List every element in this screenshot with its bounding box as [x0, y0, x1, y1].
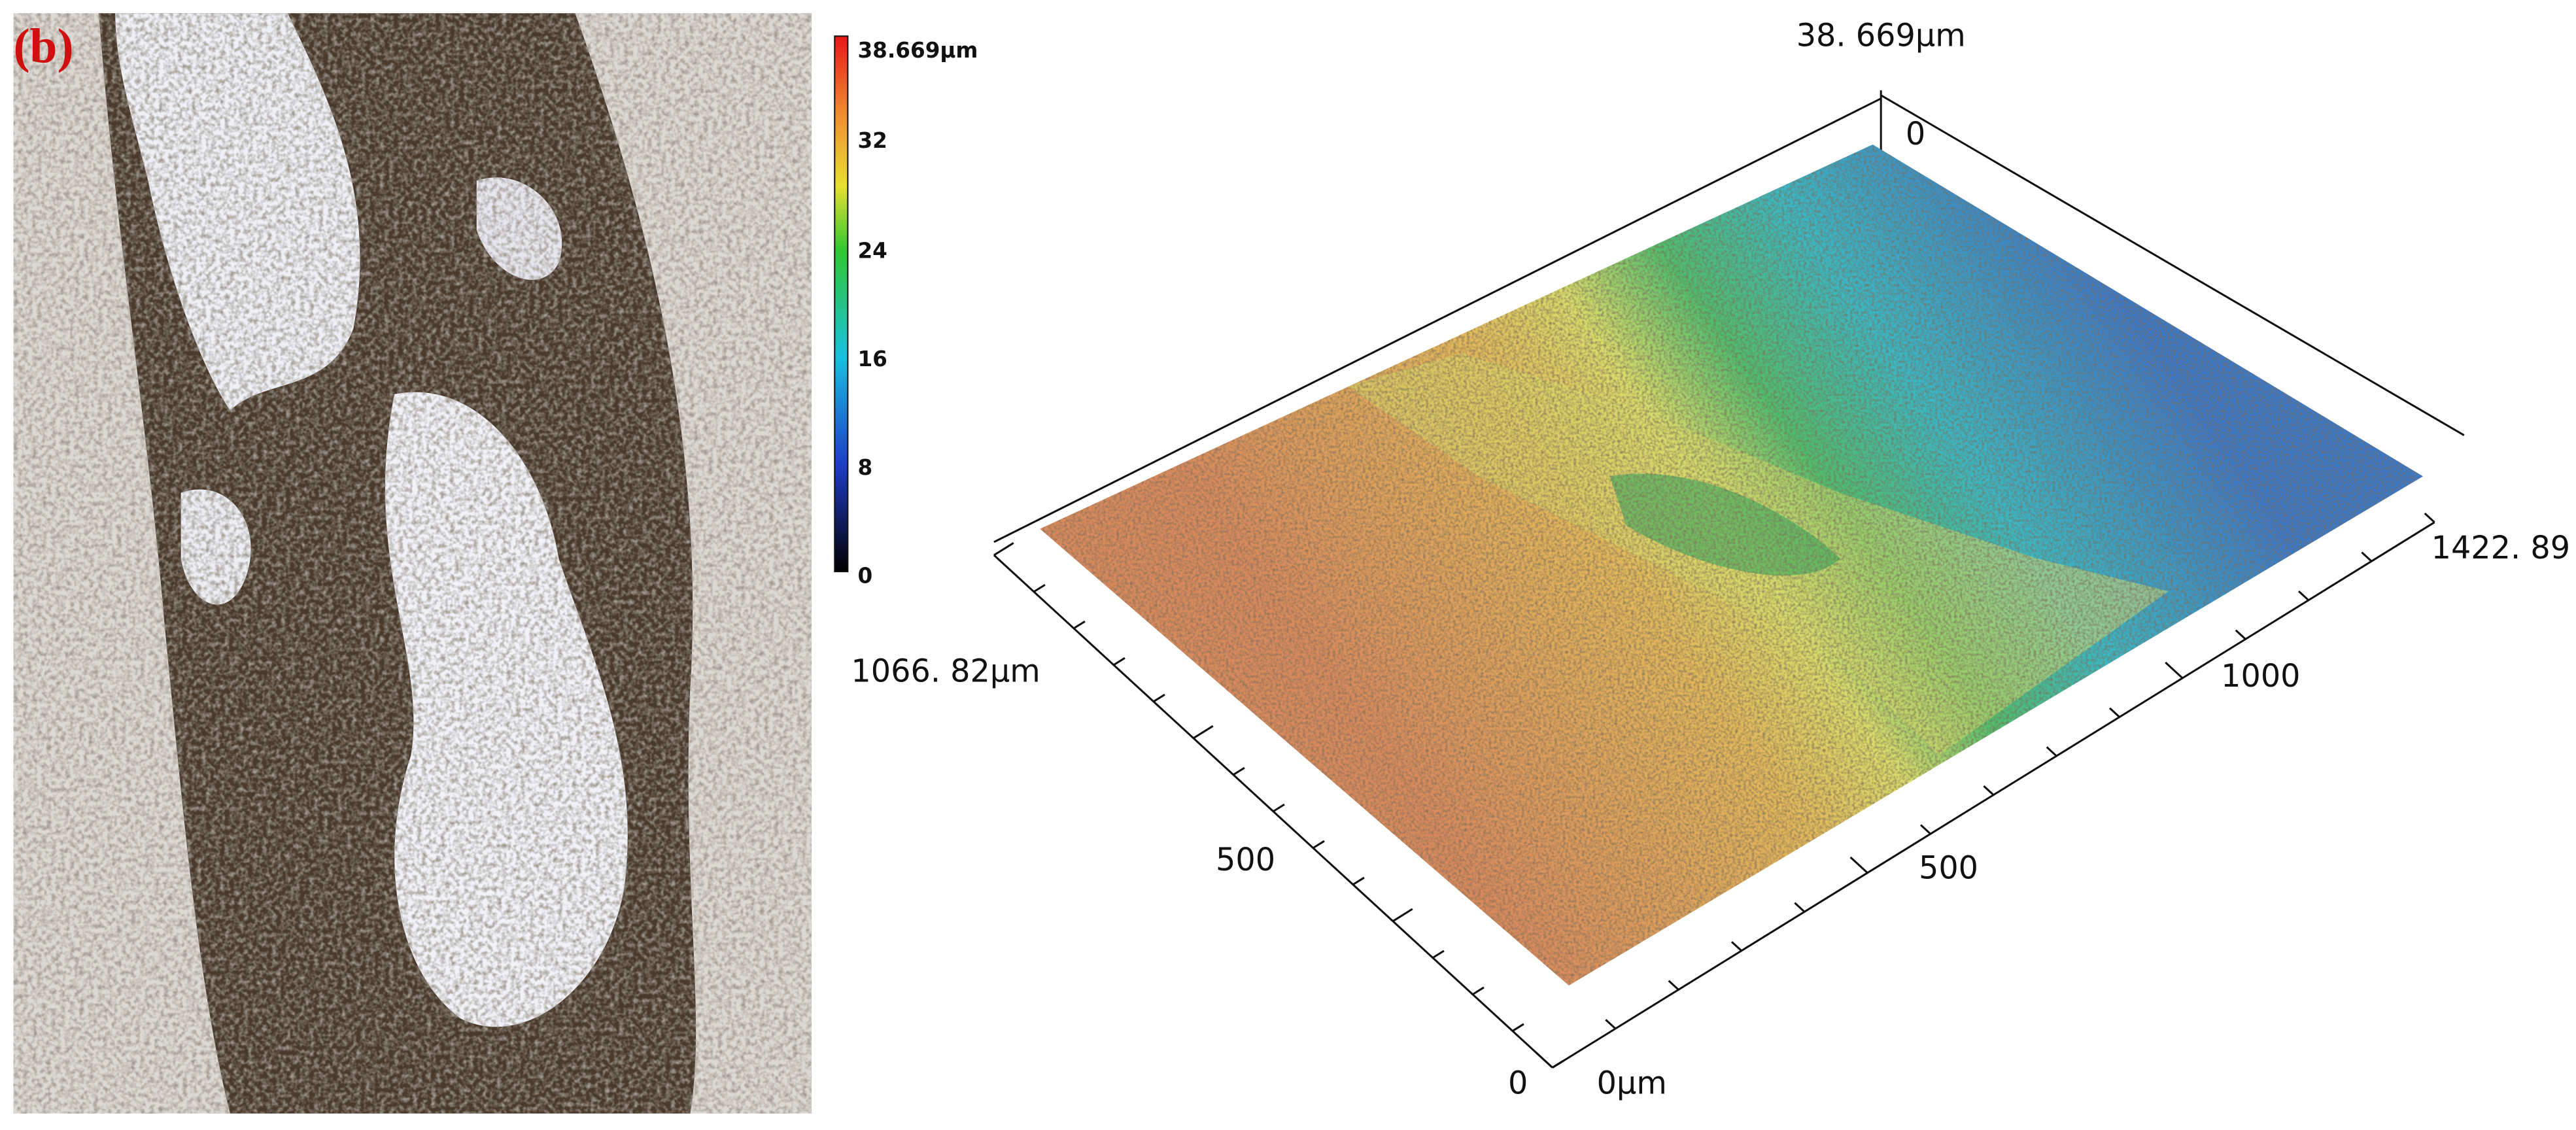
colorbar-tick-label: 8 [857, 455, 872, 480]
colorbar-tick-label: 24 [857, 238, 887, 263]
y-axis-end-label: 1066. 82μm [851, 653, 1040, 689]
tick-mark [1534, 1051, 1553, 1069]
tick-mark [1033, 583, 1046, 593]
colorbar-tick-label: 0 [857, 564, 872, 589]
tick-mark [1668, 980, 1679, 991]
z-max-label: 38. 669μm [1796, 18, 1966, 54]
tick-mark [1983, 785, 1995, 796]
y-axis-tick-label: 0 [1508, 1066, 1528, 1102]
x-axis-tick-label: 500 [1919, 851, 1978, 887]
tick-mark [1552, 1059, 1564, 1069]
axes [993, 512, 2435, 1069]
colorbar-tick-label: 32 [857, 128, 887, 153]
micrograph [13, 13, 812, 1114]
tick-mark [1273, 803, 1285, 813]
surface-texture [1040, 145, 2424, 985]
x-axis-origin-label: 0μm [1597, 1066, 1667, 1102]
tick-mark [1849, 856, 1868, 874]
colorbar-tick-label: 38.669μm [857, 38, 978, 63]
tick-mark [2361, 551, 2373, 562]
tick-mark [2165, 661, 2184, 679]
x-axis-end-label: 1422. 89 [2431, 530, 2571, 566]
tick-mark [1073, 620, 1086, 630]
y-axis-tick-label: 500 [1216, 842, 1275, 878]
tick-mark [1512, 1023, 1524, 1032]
tick-mark [993, 542, 1014, 556]
tick-mark [1432, 950, 1445, 959]
tick-mark [1392, 908, 1413, 922]
micrograph-texture [13, 13, 812, 1114]
tick-mark [2298, 591, 2309, 601]
tick-mark [2046, 746, 2057, 757]
tick-mark [2109, 707, 2120, 718]
tick-mark [1233, 766, 1245, 776]
z-zero-label: 0 [1906, 116, 1925, 152]
panel-label: (b) [13, 19, 73, 73]
x-axis-tick-label: 1000 [2221, 659, 2300, 694]
box-lines [993, 90, 2465, 543]
tick-mark [1794, 902, 1806, 913]
surface-3d [1040, 145, 2424, 985]
tick-mark [1352, 876, 1365, 885]
tick-mark [1605, 1019, 1617, 1030]
box-edge [1880, 94, 2465, 436]
tick-mark [1731, 941, 1742, 951]
tick-mark [1920, 824, 1931, 835]
colorbar-tick-label: 16 [857, 347, 887, 371]
tick-mark [1153, 693, 1165, 703]
tick-mark [1313, 840, 1325, 849]
colorbar [834, 35, 849, 573]
tick-mark [2235, 629, 2246, 640]
box-edge [993, 97, 1881, 543]
tick-mark [2424, 512, 2435, 523]
tick-mark [1193, 725, 1214, 740]
tick-mark [1472, 986, 1485, 995]
tick-mark [1113, 657, 1125, 666]
